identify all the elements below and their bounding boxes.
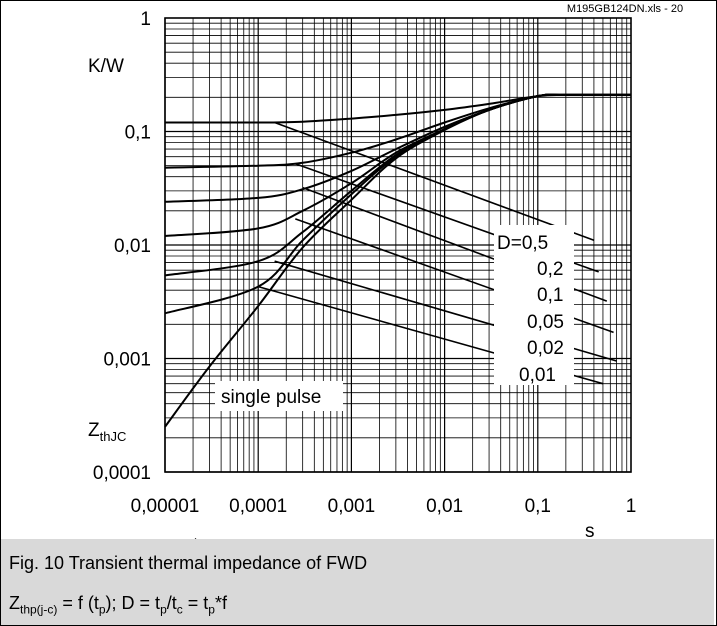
y-tick-label: 0,0001 bbox=[93, 463, 151, 484]
x-axis-symbol-main: t bbox=[193, 535, 199, 540]
duty-label-0-01: 0,01 bbox=[519, 365, 556, 386]
y-axis-unit-label: K/W bbox=[88, 56, 124, 77]
x-tick-label: 0,1 bbox=[525, 496, 551, 517]
caption-sub-p3: p bbox=[208, 602, 215, 617]
y-tick-label: 0,1 bbox=[125, 123, 151, 144]
x-tick-label: 1 bbox=[626, 496, 637, 517]
y-tick-label: 1 bbox=[140, 9, 151, 30]
caption-sub-c: c bbox=[176, 602, 183, 617]
series-line bbox=[164, 93, 632, 428]
duty-label-bg bbox=[494, 225, 574, 385]
duty-label-0-05: 0,05 bbox=[527, 312, 564, 333]
single-pulse-label-bg bbox=[215, 381, 343, 411]
thermal-impedance-chart: 0,00001 0,0001 0,001 0,01 0,1 1 0,0001 0,001 0,0… bbox=[88, 3, 683, 540]
duty-label-0-02: 0,02 bbox=[527, 338, 564, 359]
caption-z: Z bbox=[9, 593, 20, 613]
caption-sub-p2: p bbox=[160, 602, 167, 617]
y-tick-label: 0,01 bbox=[114, 236, 151, 257]
curves bbox=[164, 93, 632, 428]
x-axis-unit-label: s bbox=[585, 521, 595, 540]
x-tick-label: 0,0001 bbox=[229, 496, 287, 517]
duty-label-0-2: 0,2 bbox=[537, 259, 563, 280]
series-line bbox=[164, 93, 632, 203]
plot-area bbox=[164, 17, 632, 473]
duty-labels: D=0,5 0,2 0,1 0,05 0,02 0,01 bbox=[494, 225, 574, 386]
caption-end: *f bbox=[214, 593, 227, 613]
caption-title: Fig. 10 Transient thermal impedance of F… bbox=[9, 553, 368, 573]
caption-sub-thp: thp(j-c) bbox=[20, 602, 58, 617]
x-tick-label: 0,001 bbox=[328, 496, 376, 517]
series-line bbox=[164, 93, 632, 124]
duty-label-0-5: D=0,5 bbox=[497, 233, 548, 254]
duty-label-0-1: 0,1 bbox=[537, 285, 563, 306]
duty-leader-line bbox=[274, 121, 595, 242]
caption-mid3: /t bbox=[166, 593, 177, 613]
y-axis-symbol-main: Z bbox=[88, 420, 100, 441]
caption-sub-p1: p bbox=[98, 602, 106, 617]
file-label: M195GB124DN.xls - 20 bbox=[567, 3, 683, 15]
x-tick-label: 0,00001 bbox=[131, 496, 200, 517]
caption-mid1: = f (t bbox=[57, 593, 99, 613]
y-tick-label: 0,001 bbox=[103, 350, 151, 371]
caption-mid2: ); D = t bbox=[105, 593, 161, 613]
x-axis-symbol: tp bbox=[193, 535, 206, 540]
tick-labels: 0,00001 0,0001 0,001 0,01 0,1 1 0,0001 0,001 0,0… bbox=[93, 9, 636, 517]
caption-formula: Zthp(j-c) = f (tp); D = tp/tc = tp*f bbox=[9, 593, 227, 617]
caption-mid4: = t bbox=[182, 593, 209, 613]
y-axis-symbol-sub: thJC bbox=[100, 429, 127, 444]
x-tick-label: 0,01 bbox=[426, 496, 463, 517]
figure-caption: Fig. 10 Transient thermal impedance of F… bbox=[1, 539, 714, 625]
series-label-single-pulse: single pulse bbox=[221, 387, 321, 408]
y-axis-symbol: ZthJC bbox=[88, 420, 126, 444]
